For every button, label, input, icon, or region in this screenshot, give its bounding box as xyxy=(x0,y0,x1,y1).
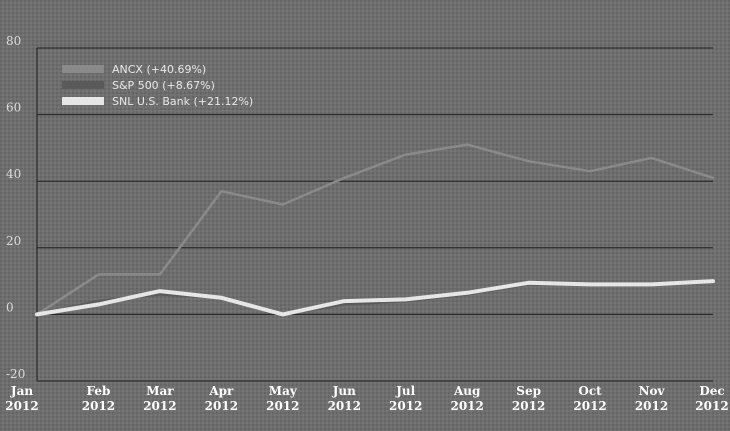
y-tick-label: -20 xyxy=(6,367,25,381)
series-lines xyxy=(35,143,715,317)
legend-label: SNL U.S. Bank (+21.12%) xyxy=(112,95,253,108)
x-tick-label: Nov 2012 xyxy=(635,384,668,413)
x-tick-label: Aug 2012 xyxy=(450,384,483,413)
x-tick-label: Feb 2012 xyxy=(82,384,115,413)
y-tick-label: 40 xyxy=(6,167,21,181)
y-axis-labels: -20 0 20 40 60 80 xyxy=(6,34,25,381)
y-tick-label: 60 xyxy=(6,101,21,115)
legend-swatch xyxy=(62,65,104,73)
x-tick-label: Mar 2012 xyxy=(143,384,176,413)
series-line xyxy=(35,279,715,317)
x-tick-label: Dec 2012 xyxy=(695,384,728,413)
x-axis-labels: Jan 2012 Feb 2012 Mar 2012 Apr 2012 May 2012 Jun 20… xyxy=(5,384,728,413)
x-tick-label: Jun 2012 xyxy=(328,384,361,413)
series-line xyxy=(35,143,715,316)
legend: ANCX (+40.69%) S&P 500 (+8.67%) SNL U.S. B… xyxy=(62,63,253,108)
grid-lines xyxy=(36,47,713,382)
x-tick-label: Apr 2012 xyxy=(205,384,238,413)
legend-swatch xyxy=(62,81,104,89)
x-tick-label: Jul 2012 xyxy=(389,384,422,413)
legend-label: ANCX (+40.69%) xyxy=(112,63,206,76)
y-tick-label: 20 xyxy=(6,234,21,248)
y-tick-label: 80 xyxy=(6,34,21,48)
x-tick-label: Jan 2012 xyxy=(5,384,38,413)
legend-swatch xyxy=(62,97,104,105)
legend-label: S&P 500 (+8.67%) xyxy=(112,79,215,92)
y-tick-label: 0 xyxy=(6,300,14,314)
x-tick-label: Oct 2012 xyxy=(573,384,606,413)
x-tick-label: Sep 2012 xyxy=(512,384,545,413)
x-tick-label: May 2012 xyxy=(266,384,299,413)
